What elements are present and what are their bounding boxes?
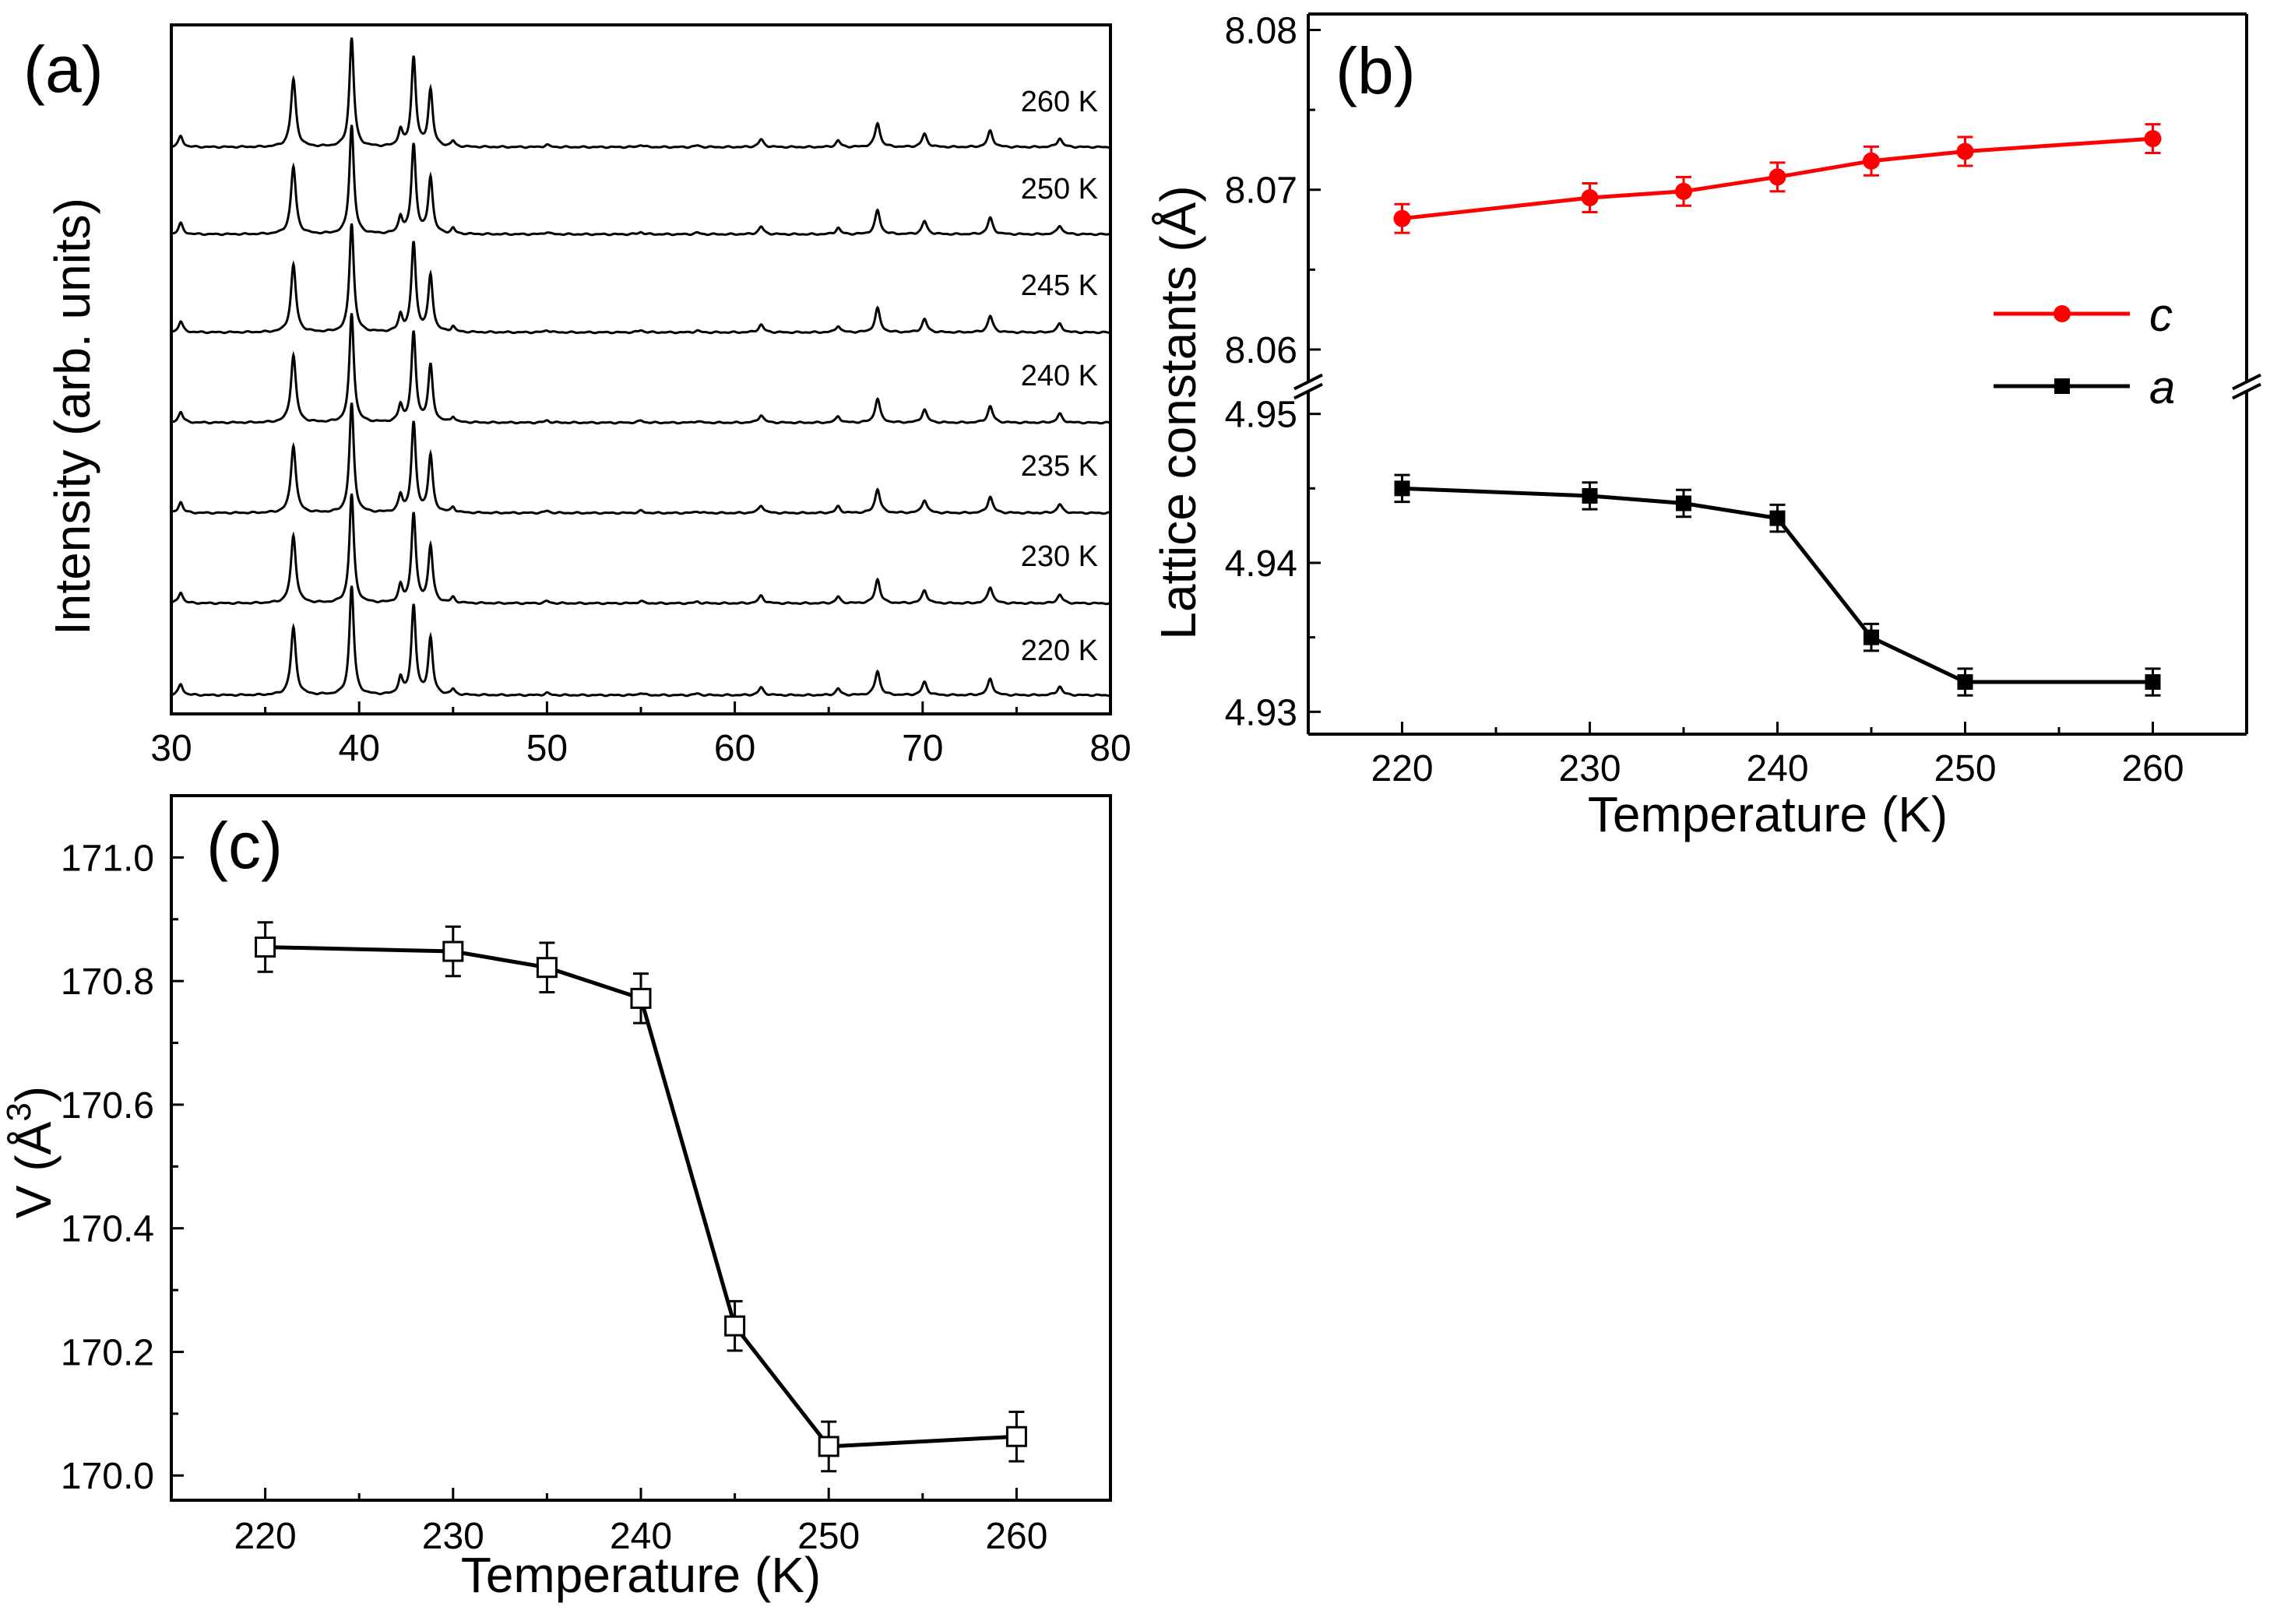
b-ytick-lower-label-1: 4.94 [1225, 543, 1297, 585]
panel-a-frame [170, 23, 1112, 715]
panel-c-label: (c) [206, 809, 283, 882]
panel-b-x-axis-title: Temperature (K) [1588, 786, 1948, 842]
trace-label-1: 230 K [1021, 540, 1098, 573]
panel-a-x-axis: 30 40 50 60 70 80 [150, 701, 1131, 769]
panel-a-y-axis-title: Intensity (arb. units) [44, 198, 100, 635]
xrd-trace-2 [171, 402, 1111, 515]
panel-b-series [1393, 123, 2162, 697]
series-a-point [1769, 510, 1786, 526]
series-a-point [1676, 495, 1691, 511]
trace-label-4: 245 K [1021, 269, 1098, 302]
panel-c-frame [170, 794, 1112, 1502]
panel-b-y-axis: 8.06 8.07 8.08 4.93 4.94 4.95 [1225, 11, 1321, 733]
c-xtick-label-0: 220 [234, 1516, 297, 1557]
panel-c-x-axis: 220 230 240 250 260 [234, 1488, 1047, 1557]
series-a-point [1864, 629, 1879, 645]
series-V-point [818, 1436, 839, 1457]
panel-c-y-axis-title: V (Å3) [0, 1086, 62, 1218]
b-ytick-upper-label-1: 8.07 [1225, 170, 1297, 212]
b-ytick-upper-label-0: 8.06 [1225, 330, 1297, 371]
b-ytick-upper-label-2: 8.08 [1225, 11, 1297, 52]
trace-label-6: 260 K [1021, 86, 1098, 118]
panel-a-xrd-patterns: 220 K 230 K 235 K 240 K 245 K 250 K 260 K 30 40… [23, 23, 1131, 769]
c-xtick-label-4: 260 [985, 1516, 1047, 1557]
c-ytick-label-4: 170.8 [61, 961, 154, 1003]
b-axis-break-1-1 [2232, 382, 2261, 400]
c-ytick-label-3: 170.6 [61, 1085, 154, 1127]
series-c-point [1956, 142, 1974, 160]
series-c-point [1581, 189, 1599, 206]
a-xtick-label-3: 60 [714, 728, 755, 769]
series-a-point [1957, 674, 1973, 691]
xrd-trace-0 [171, 585, 1111, 698]
panel-a-trace-labels: 220 K 230 K 235 K 240 K 245 K 250 K 260 K [1021, 86, 1098, 667]
c-ytick-label-1: 170.2 [61, 1332, 154, 1373]
panel-c-y-axis-title-sup: 3 [0, 1102, 38, 1121]
series-V-point [1005, 1425, 1027, 1447]
c-ytick-label-5: 171.0 [61, 838, 154, 879]
series-V-point [442, 940, 464, 962]
series-c-point [2144, 130, 2162, 148]
a-xtick-label-5: 80 [1089, 728, 1131, 769]
a-xtick-label-1: 40 [339, 728, 380, 769]
trace-label-5: 250 K [1021, 173, 1098, 206]
a-xtick-label-0: 30 [150, 728, 192, 769]
series-a-point [1394, 480, 1410, 497]
b-xtick-label-3: 250 [1934, 748, 1996, 789]
panel-b-frame [1293, 12, 2261, 736]
b-ytick-lower-label-2: 4.95 [1225, 395, 1297, 436]
series-a-point [1582, 487, 1598, 504]
series-V-point [255, 936, 276, 958]
panel-c-y-axis: 170.0 170.2 170.4 170.6 170.8 171.0 [61, 838, 184, 1497]
b-axis-break-0-1 [1293, 382, 1323, 400]
a-xtick-label-2: 50 [526, 728, 568, 769]
xrd-trace-6 [171, 37, 1110, 149]
panel-b-legend: ca [1994, 289, 2175, 413]
b-xtick-label-1: 230 [1558, 748, 1621, 789]
c-ytick-label-0: 170.0 [61, 1456, 154, 1497]
trace-label-0: 220 K [1021, 634, 1098, 667]
legend-marker-a [2054, 378, 2070, 394]
b-axis-break-1-0 [2232, 373, 2261, 391]
panel-c-series [255, 921, 1027, 1473]
xrd-trace-3 [171, 313, 1111, 425]
c-ytick-label-2: 170.4 [61, 1209, 154, 1250]
panel-b-y-axis-title: Lattice constants (Å) [1150, 185, 1206, 639]
panel-a-traces [171, 37, 1111, 698]
xrd-trace-1 [171, 493, 1111, 606]
legend-label-a: a [2149, 361, 2175, 413]
trace-label-2: 235 K [1021, 450, 1098, 483]
series-c-point [1675, 182, 1692, 200]
b-xtick-label-2: 240 [1746, 748, 1808, 789]
panel-a-label: (a) [23, 33, 104, 106]
panel-b-label: (b) [1336, 34, 1416, 107]
trace-label-3: 240 K [1021, 360, 1098, 392]
panel-c-y-axis-title-main: V (Å [5, 1121, 62, 1218]
panel-c-y-axis-title-close: ) [5, 1086, 62, 1102]
b-ytick-lower-label-0: 4.93 [1225, 692, 1297, 733]
series-V-point [630, 987, 652, 1009]
xrd-trace-4 [171, 223, 1111, 335]
panel-b-x-axis: 220 230 240 250 260 [1371, 722, 2184, 789]
series-V-point [724, 1315, 746, 1337]
series-c-point [1863, 152, 1880, 170]
series-a-point [2145, 674, 2161, 691]
panel-c-x-axis-title: Temperature (K) [461, 1547, 821, 1603]
c-xtick-label-1: 230 [422, 1516, 484, 1557]
xrd-trace-5 [171, 125, 1111, 237]
legend-marker-c [2054, 305, 2071, 322]
legend-label-c: c [2149, 289, 2173, 341]
b-axis-break-0-0 [1293, 373, 1323, 391]
a-xtick-label-4: 70 [902, 728, 943, 769]
series-V-point [536, 957, 558, 979]
c-xtick-label-2: 240 [610, 1516, 672, 1557]
series-c-point [1393, 209, 1411, 227]
c-xtick-label-3: 250 [797, 1516, 860, 1557]
panel-c-volume: 170.0 170.2 170.4 170.6 170.8 171.0 220 230 240… [0, 794, 1112, 1603]
b-xtick-label-0: 220 [1371, 748, 1433, 789]
b-xtick-label-4: 260 [2121, 748, 2184, 789]
series-c-point [1768, 168, 1786, 186]
panel-b-lattice-constants: 8.06 8.07 8.08 4.93 4.94 4.95 220 230 240 250 260… [1150, 11, 2261, 842]
